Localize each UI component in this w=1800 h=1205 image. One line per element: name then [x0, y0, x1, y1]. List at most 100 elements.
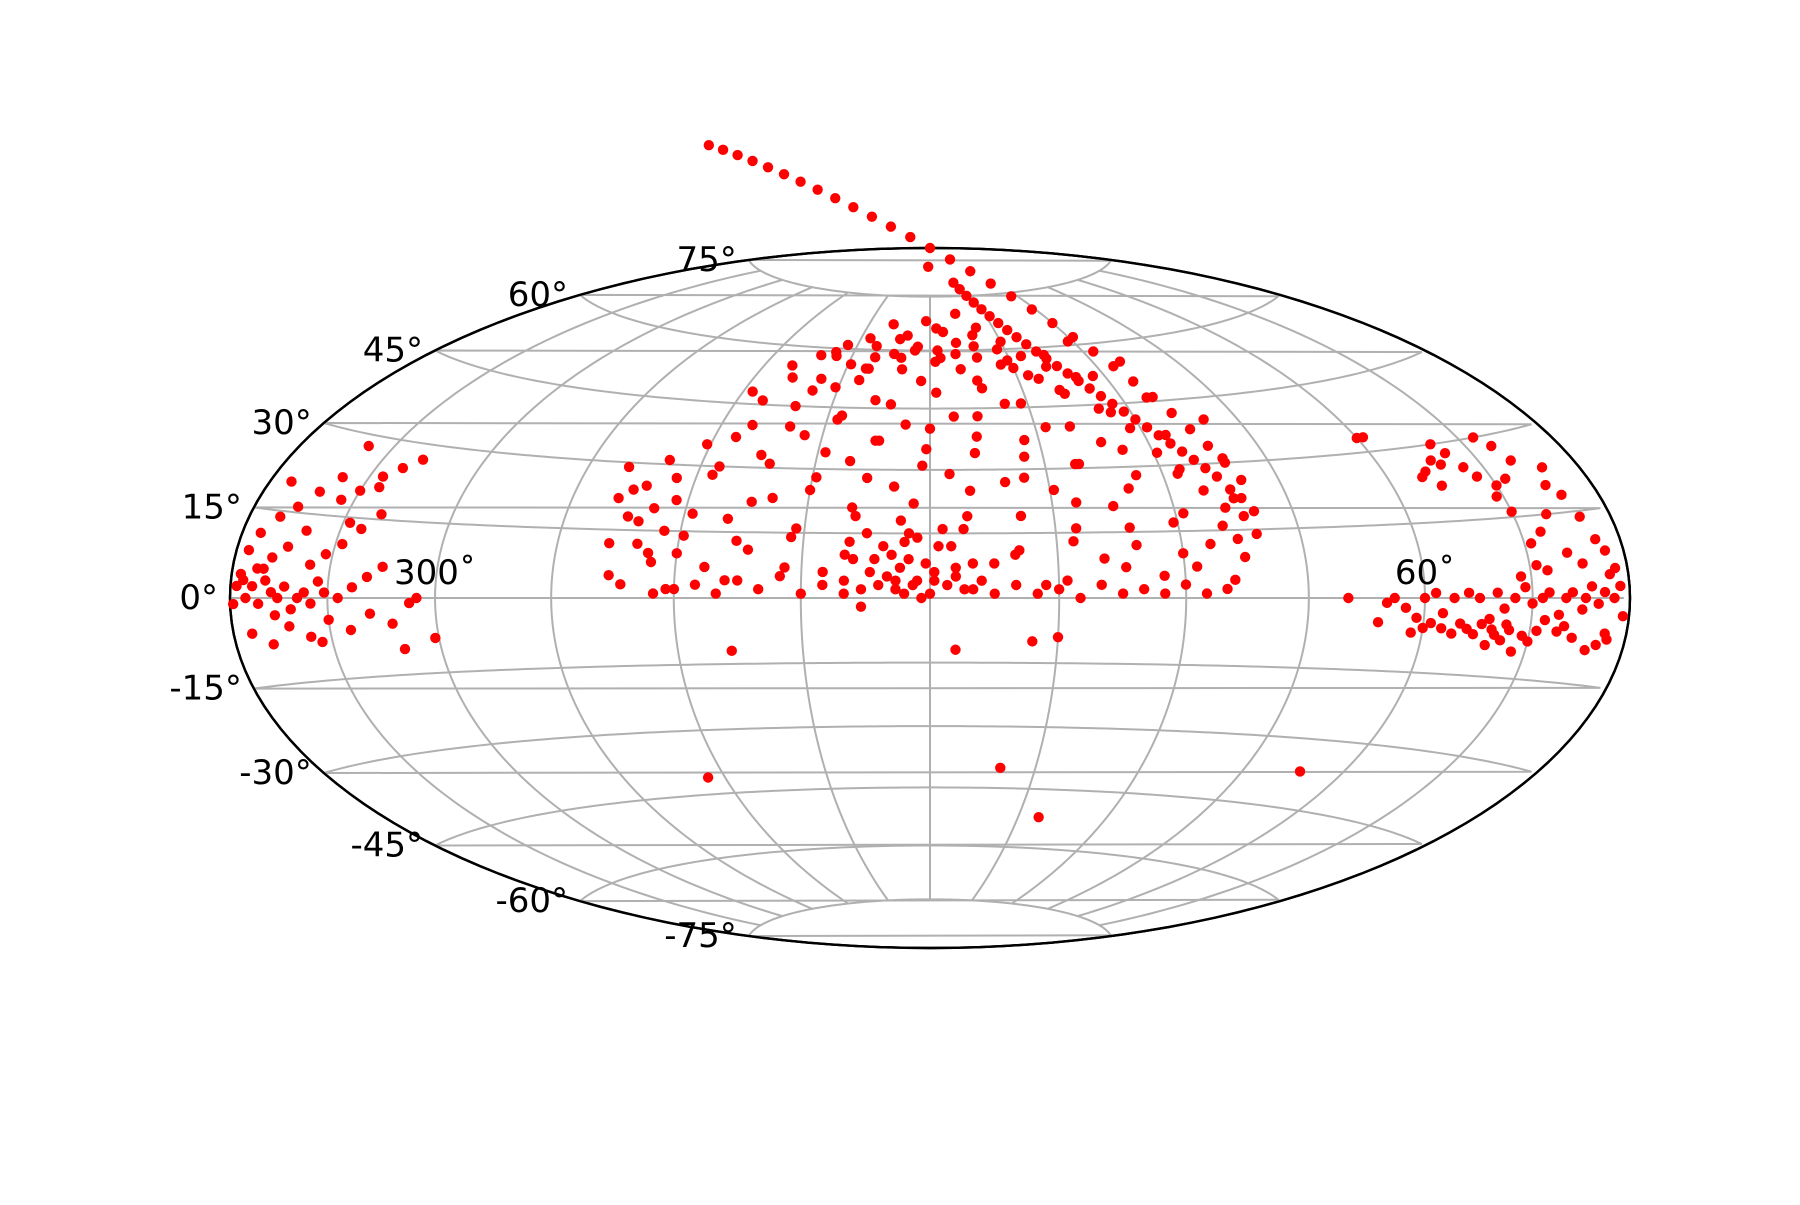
- data-point: [1577, 558, 1588, 569]
- data-point: [920, 558, 931, 569]
- map-boundary: [228, 246, 1632, 950]
- data-point: [285, 604, 296, 615]
- data-point: [282, 541, 294, 552]
- data-point: [885, 221, 897, 232]
- data-point: [1205, 538, 1216, 550]
- data-point: [1577, 604, 1588, 615]
- data-point: [1553, 609, 1565, 620]
- data-point: [615, 579, 626, 590]
- data-point: [642, 547, 654, 559]
- data-point: [968, 297, 979, 308]
- data-point: [722, 513, 734, 525]
- data-point: [869, 352, 881, 363]
- data-point: [1492, 587, 1503, 598]
- data-point: [306, 631, 317, 643]
- data-point: [778, 169, 790, 180]
- data-point: [1168, 517, 1179, 528]
- data-point: [871, 340, 882, 352]
- lat-tick-label: -75°: [664, 916, 737, 956]
- data-point: [354, 485, 366, 496]
- data-point: [1531, 625, 1542, 637]
- data-point: [948, 277, 959, 288]
- data-point: [323, 614, 334, 625]
- data-point: [985, 278, 996, 289]
- data-point: [1599, 545, 1611, 556]
- data-point: [844, 536, 855, 547]
- data-point: [1114, 356, 1126, 367]
- data-point: [1070, 371, 1082, 383]
- data-point: [1590, 639, 1601, 651]
- data-point: [411, 592, 422, 604]
- data-point: [1121, 561, 1132, 573]
- data-point: [364, 608, 376, 619]
- data-point: [1343, 592, 1354, 604]
- data-point: [1174, 464, 1185, 475]
- data-point: [899, 536, 910, 548]
- data-point: [1217, 520, 1228, 531]
- data-point: [807, 385, 818, 396]
- data-points: [227, 140, 1629, 823]
- latitude-tick-labels: 75° 60° 45° 30° 15° 0° -15° -30° -45° -60° -75°: [169, 240, 736, 956]
- data-point: [633, 516, 644, 527]
- data-point: [861, 472, 873, 484]
- data-point: [731, 535, 742, 547]
- data-point: [1138, 583, 1150, 595]
- data-point: [950, 348, 961, 360]
- data-point: [702, 772, 714, 783]
- data-point: [1006, 291, 1017, 302]
- data-point: [1558, 620, 1570, 632]
- data-point: [967, 584, 979, 595]
- data-point: [989, 558, 1000, 569]
- data-point: [831, 346, 842, 358]
- data-point: [942, 579, 953, 591]
- data-point: [839, 549, 850, 560]
- data-point: [863, 363, 874, 374]
- data-point: [944, 468, 955, 480]
- data-point: [1040, 361, 1052, 372]
- data-point: [717, 144, 729, 156]
- data-point: [1141, 392, 1152, 403]
- data-point: [820, 447, 831, 458]
- data-point: [1088, 346, 1099, 357]
- data-point: [817, 566, 828, 578]
- data-point: [911, 575, 923, 586]
- lat-tick-label: -60°: [495, 881, 568, 921]
- data-point: [1184, 423, 1196, 435]
- data-point: [387, 618, 398, 629]
- data-point: [613, 492, 624, 504]
- data-point: [301, 525, 312, 536]
- data-point: [933, 541, 944, 552]
- data-point: [1124, 522, 1135, 533]
- data-point: [1436, 480, 1448, 491]
- data-point: [838, 575, 850, 586]
- data-point: [1372, 617, 1384, 628]
- data-point: [870, 435, 881, 446]
- data-point: [817, 579, 828, 591]
- data-point: [917, 460, 928, 471]
- data-point: [1211, 471, 1223, 482]
- data-point: [1580, 592, 1592, 604]
- data-point: [869, 553, 880, 565]
- data-point: [1486, 440, 1497, 452]
- data-point: [1188, 454, 1199, 466]
- data-point: [855, 584, 867, 595]
- data-point: [888, 481, 900, 492]
- data-point: [623, 461, 635, 473]
- data-point: [991, 344, 1003, 355]
- data-point: [671, 472, 682, 484]
- data-point: [944, 254, 956, 265]
- data-point: [1239, 551, 1251, 563]
- data-point: [894, 562, 906, 573]
- data-point: [811, 472, 822, 483]
- data-point: [258, 563, 269, 574]
- data-point: [850, 510, 861, 522]
- data-point: [1118, 406, 1130, 417]
- data-point: [1010, 579, 1022, 591]
- data-point: [305, 598, 316, 609]
- data-point: [900, 419, 911, 430]
- data-point: [284, 621, 295, 632]
- data-point: [374, 481, 385, 493]
- data-point: [861, 528, 873, 539]
- data-point: [689, 579, 701, 590]
